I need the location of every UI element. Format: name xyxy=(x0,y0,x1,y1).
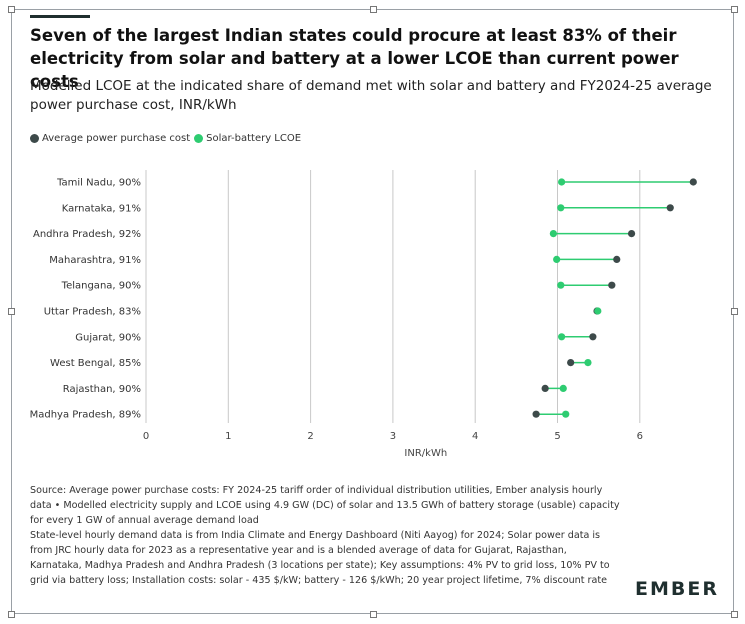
resize-handle-bottom-left[interactable] xyxy=(8,611,15,618)
category-label-karnataka-91: Karnataka, 91% xyxy=(62,203,141,214)
point-solar-battery-gujarat-90 xyxy=(558,333,566,341)
point-solar-battery-maharashtra-91 xyxy=(553,255,561,263)
x-tick-label-2: 2 xyxy=(307,431,313,442)
chart-title: Seven of the largest Indian states could… xyxy=(30,26,679,91)
point-average-cost-tamil-nadu-90 xyxy=(689,178,697,186)
legend-item-solar-battery: Solar-battery LCOE xyxy=(194,133,301,144)
legend-label-solar-battery: Solar-battery LCOE xyxy=(206,133,302,144)
point-solar-battery-tamil-nadu-90 xyxy=(558,178,566,186)
title-accent-bar xyxy=(30,15,90,18)
point-solar-battery-west-bengal-85 xyxy=(584,359,592,367)
legend-item-average-cost: Average power purchase cost xyxy=(30,133,190,144)
point-solar-battery-andhra-pradesh-92 xyxy=(549,230,557,238)
category-label-west-bengal-85: West Bengal, 85% xyxy=(50,358,141,369)
x-tick-label-4: 4 xyxy=(472,431,478,442)
source-note: Source: Average power purchase costs: FY… xyxy=(30,483,620,588)
point-average-cost-madhya-pradesh-89 xyxy=(532,410,540,418)
category-label-uttar-pradesh-83: Uttar Pradesh, 83% xyxy=(44,307,141,318)
point-average-cost-gujarat-90 xyxy=(589,333,597,341)
category-label-tamil-nadu-90: Tamil Nadu, 90% xyxy=(56,178,141,189)
category-label-telangana-90: Telangana, 90% xyxy=(61,281,141,292)
legend-label-average-cost: Average power purchase cost xyxy=(42,133,191,144)
resize-handle-top-left[interactable] xyxy=(8,6,15,13)
category-label-madhya-pradesh-89: Madhya Pradesh, 89% xyxy=(30,410,141,421)
point-average-cost-rajasthan-90 xyxy=(541,384,549,392)
x-tick-label-3: 3 xyxy=(390,431,396,442)
source-line-2: State-level hourly demand data is from I… xyxy=(30,530,610,586)
x-tick-label-0: 0 xyxy=(143,431,149,442)
legend: Average power purchase cost Solar-batter… xyxy=(30,133,305,144)
point-average-cost-telangana-90 xyxy=(608,281,616,289)
category-label-andhra-pradesh-92: Andhra Pradesh, 92% xyxy=(33,229,141,240)
category-label-maharashtra-91: Maharashtra, 91% xyxy=(49,255,141,266)
point-average-cost-andhra-pradesh-92 xyxy=(627,230,636,238)
category-label-gujarat-90: Gujarat, 90% xyxy=(75,332,141,343)
chart-subtitle: Modelled LCOE at the indicated share of … xyxy=(30,78,712,113)
x-tick-label-1: 1 xyxy=(225,431,231,442)
resize-handle-top-right[interactable] xyxy=(731,6,738,13)
x-axis-title: INR/kWh xyxy=(404,448,447,459)
point-average-cost-karnataka-91 xyxy=(666,204,674,212)
point-solar-battery-madhya-pradesh-89 xyxy=(562,410,570,418)
resize-handle-bottom-right[interactable] xyxy=(731,611,738,618)
point-solar-battery-uttar-pradesh-83 xyxy=(594,307,602,315)
point-average-cost-west-bengal-85 xyxy=(567,359,575,367)
point-solar-battery-telangana-90 xyxy=(557,281,565,289)
ember-logo: EMBER xyxy=(635,578,719,600)
x-tick-label-6: 6 xyxy=(637,431,643,442)
source-line-1: Source: Average power purchase costs: FY… xyxy=(30,485,620,526)
resize-handle-right[interactable] xyxy=(731,308,738,315)
x-tick-label-5: 5 xyxy=(554,431,560,442)
resize-handle-bottom[interactable] xyxy=(370,611,377,618)
point-solar-battery-rajasthan-90 xyxy=(559,384,567,392)
category-label-rajasthan-90: Rajasthan, 90% xyxy=(63,384,141,395)
resize-handle-left[interactable] xyxy=(8,308,15,315)
legend-swatch-average-cost xyxy=(30,134,39,143)
resize-handle-top[interactable] xyxy=(370,6,377,13)
point-average-cost-maharashtra-91 xyxy=(613,255,621,263)
dumbbell-chart: 0 1 2 3 4 5 6 INR/kWh Tamil Nadu, 90% Karnataka, … xyxy=(30,170,697,459)
point-solar-battery-karnataka-91 xyxy=(557,204,565,212)
legend-swatch-solar-battery xyxy=(194,134,204,143)
